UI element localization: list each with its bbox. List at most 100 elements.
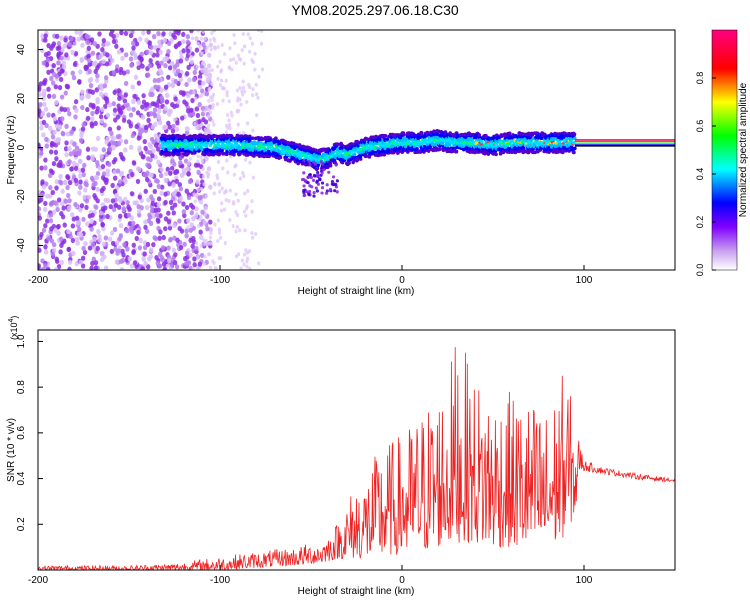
heatmap-cell — [119, 154, 125, 161]
heatmap-cell — [466, 131, 471, 136]
heatmap-cell — [174, 178, 180, 184]
heatmap-cell — [84, 182, 89, 188]
heatmap-cell — [358, 154, 363, 159]
heatmap-cell — [313, 148, 318, 152]
heatmap-cell — [93, 68, 98, 75]
heatmap-cell — [225, 112, 230, 117]
heatmap-cell — [46, 86, 51, 92]
heatmap-cell — [38, 197, 43, 203]
heatmap-cell — [54, 99, 59, 106]
heatmap-cell — [260, 137, 265, 141]
heatmap-cell — [135, 178, 141, 185]
heatmap-cell — [218, 83, 223, 88]
heatmap-cell — [58, 180, 64, 186]
heatmap-cell — [208, 110, 212, 115]
heatmap-cell — [171, 191, 177, 197]
heatmap-cell — [184, 71, 190, 77]
colorbar-tick-label: 0.6 — [695, 120, 705, 133]
spectrogram-x-tick-label: 0 — [399, 275, 405, 286]
heatmap-cell — [55, 206, 60, 213]
heatmap-cell — [202, 174, 206, 179]
heatmap-cell — [43, 200, 48, 207]
heatmap-cell — [179, 228, 185, 234]
heatmap-cell — [475, 141, 479, 144]
heatmap-cell — [148, 247, 154, 253]
heatmap-cell — [49, 142, 55, 148]
heatmap-cell — [152, 101, 158, 107]
heatmap-cell — [418, 135, 422, 140]
heatmap-cell — [133, 74, 139, 80]
heatmap-cell — [160, 184, 165, 190]
heatmap-cell — [159, 166, 164, 173]
heatmap-cell — [151, 148, 156, 154]
heatmap-cell — [98, 53, 103, 60]
heatmap-cell — [47, 125, 53, 131]
heatmap-cell — [73, 99, 79, 105]
heatmap-cell — [66, 193, 71, 199]
heatmap-cell — [242, 44, 247, 49]
heatmap-cell — [227, 122, 232, 127]
heatmap-cell — [192, 69, 197, 76]
heatmap-cell — [141, 30, 146, 36]
heatmap-cell — [171, 123, 176, 129]
heatmap-cell — [112, 226, 118, 233]
heatmap-cell — [257, 261, 261, 266]
heatmap-cell — [251, 175, 256, 180]
heatmap-cell — [316, 182, 320, 186]
heatmap-cell — [324, 191, 329, 195]
heatmap-cell — [196, 30, 200, 33]
heatmap-cell — [186, 160, 191, 166]
heatmap-cell — [61, 205, 66, 211]
heatmap-cell — [213, 222, 217, 227]
heatmap-cell — [99, 187, 105, 194]
heatmap-cell — [375, 146, 380, 150]
heatmap-cell — [191, 76, 197, 83]
heatmap-cell — [54, 179, 60, 185]
heatmap-cell — [208, 37, 212, 42]
heatmap-cell — [114, 192, 119, 199]
heatmap-cell — [140, 127, 145, 134]
heatmap-cell — [132, 200, 137, 206]
spectrogram-y-tick-label: -20 — [16, 189, 27, 204]
heatmap-cell — [79, 57, 84, 64]
heatmap-cell — [288, 149, 292, 154]
heatmap-cell — [234, 192, 238, 197]
heatmap-cell — [227, 118, 231, 123]
heatmap-cell — [59, 35, 64, 41]
heatmap-cell — [54, 33, 60, 39]
heatmap-cell — [188, 107, 194, 113]
heatmap-cell — [194, 96, 198, 101]
heatmap-cell — [377, 137, 382, 141]
heatmap-cell — [62, 222, 67, 228]
heatmap-cell — [254, 92, 259, 97]
heatmap-cell — [216, 76, 220, 81]
heatmap-cell — [59, 55, 64, 61]
heatmap-cell — [90, 212, 95, 218]
heatmap-cell — [205, 226, 210, 232]
heatmap-cell — [210, 68, 214, 73]
heatmap-cell — [329, 159, 333, 164]
heatmap-cell — [88, 83, 94, 89]
heatmap-cell — [190, 204, 196, 210]
snr-y-tick-label: 0.4 — [16, 471, 27, 485]
heatmap-cell — [144, 204, 150, 211]
heatmap-cell — [225, 158, 229, 163]
heatmap-cell — [236, 198, 240, 203]
heatmap-cell — [101, 41, 106, 48]
heatmap-cell — [251, 128, 255, 133]
heatmap-cell — [81, 172, 86, 178]
heatmap-cell — [363, 153, 368, 158]
heatmap-cell — [202, 238, 206, 243]
heatmap-cell — [218, 235, 223, 240]
heatmap-cell — [307, 159, 311, 164]
heatmap-cell — [102, 254, 107, 260]
heatmap-cell — [123, 52, 129, 58]
heatmap-cell — [397, 138, 402, 143]
heatmap-cell — [166, 74, 171, 80]
heatmap-cell — [254, 231, 258, 236]
heatmap-cell — [114, 142, 119, 148]
heatmap-cell — [126, 30, 132, 34]
heatmap-cell — [163, 226, 168, 232]
heatmap-cell — [212, 191, 216, 196]
heatmap-cell — [78, 232, 84, 238]
